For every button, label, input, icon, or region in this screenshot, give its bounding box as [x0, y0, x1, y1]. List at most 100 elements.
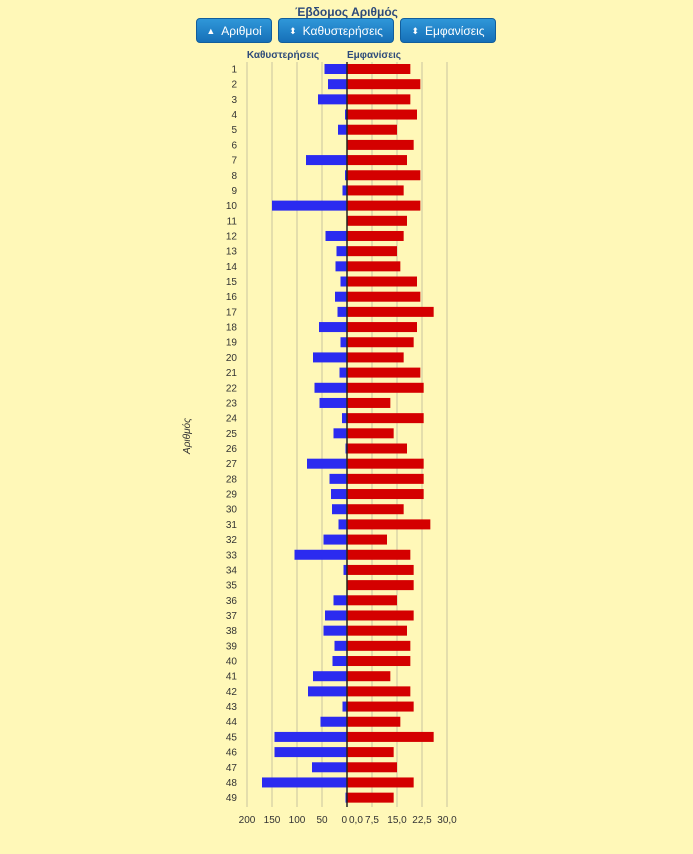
appearance-bar	[347, 731, 434, 742]
appearance-bar	[347, 230, 404, 241]
category-labels: 1234567891011121314151617181920212223242…	[226, 65, 238, 805]
appearance-bar	[347, 549, 411, 560]
appearance-bar	[347, 792, 394, 803]
appearance-bar	[347, 200, 421, 211]
delay-bar	[307, 458, 347, 469]
category-label: 40	[226, 657, 238, 668]
appearance-bar	[347, 489, 424, 500]
category-label: 18	[226, 323, 238, 334]
delay-bar	[337, 306, 347, 317]
appearance-bar	[347, 519, 431, 530]
appearance-bar	[347, 747, 394, 758]
category-label: 19	[226, 338, 238, 349]
x-tick-label-delays: 150	[264, 815, 281, 826]
delay-bar	[308, 686, 347, 697]
delay-bar	[342, 185, 347, 196]
delay-bar	[332, 504, 347, 515]
category-label: 49	[226, 793, 238, 804]
category-label: 14	[226, 262, 238, 273]
appearance-bar	[347, 124, 397, 135]
category-label: 6	[231, 140, 237, 151]
category-label: 5	[231, 125, 237, 136]
appearance-bar	[347, 139, 414, 150]
sort-by-appearances-label: Εμφανίσεις	[425, 24, 485, 38]
category-label: 21	[226, 368, 238, 379]
appearance-bar	[347, 291, 421, 302]
delay-bar	[335, 291, 347, 302]
delay-bar	[331, 489, 347, 500]
delay-bar	[313, 352, 347, 363]
sort-by-delays-label: Καθυστερήσεις	[302, 24, 383, 38]
category-label: 33	[226, 550, 238, 561]
category-label: 23	[226, 398, 238, 409]
appearance-bar	[347, 610, 414, 621]
appearance-bar	[347, 686, 411, 697]
appearance-bar	[347, 595, 397, 606]
appearance-bar	[347, 94, 411, 105]
appearance-bar	[347, 261, 401, 272]
category-label: 22	[226, 383, 238, 394]
appearance-bar	[347, 777, 414, 788]
category-label: 32	[226, 535, 238, 546]
delay-bar	[338, 124, 347, 135]
delay-bar	[274, 731, 347, 742]
appearance-bar	[347, 716, 401, 727]
appearances-series-header: Εμφανίσεις	[347, 50, 401, 61]
sort-by-appearances-button[interactable]: ⬍ Εμφανίσεις	[400, 18, 496, 43]
category-label: 36	[226, 596, 238, 607]
category-label: 37	[226, 611, 238, 622]
appearance-bar	[347, 458, 424, 469]
category-label: 8	[231, 171, 237, 182]
sort-by-delays-button[interactable]: ⬍ Καθυστερήσεις	[278, 18, 394, 43]
category-label: 41	[226, 672, 238, 683]
x-tick-label-appearances: 30,0	[437, 815, 457, 826]
appearance-bar	[347, 443, 407, 454]
category-label: 45	[226, 732, 238, 743]
appearance-bar	[347, 428, 394, 439]
category-label: 13	[226, 247, 238, 258]
category-label: 20	[226, 353, 238, 364]
appearance-bar	[347, 625, 407, 636]
appearance-bar	[347, 701, 414, 712]
appearance-bar	[347, 352, 404, 363]
category-label: 34	[226, 565, 238, 576]
appearance-bar	[347, 580, 414, 591]
delays-series-header: Καθυστερήσεις	[247, 50, 319, 61]
x-tick-label-delays: 200	[239, 815, 256, 826]
sort-by-number-button[interactable]: ▲ Αριθμοί	[196, 18, 272, 43]
delay-bar	[340, 337, 347, 348]
appearance-bar	[347, 656, 411, 667]
category-label: 11	[227, 216, 238, 227]
sort-both-icon: ⬍	[411, 26, 420, 36]
category-label: 10	[226, 201, 238, 212]
appearance-bar	[347, 473, 424, 484]
delay-bar	[262, 777, 347, 788]
y-axis-title: Αριθμός	[181, 418, 193, 455]
x-tick-label-delays: 50	[316, 815, 328, 826]
category-label: 28	[226, 474, 238, 485]
delay-bar	[332, 656, 347, 667]
category-label: 1	[231, 65, 237, 76]
delay-bar	[342, 701, 347, 712]
category-label: 31	[226, 520, 238, 531]
appearance-bar	[347, 109, 417, 120]
delay-bar	[323, 625, 347, 636]
appearance-bar	[347, 170, 421, 181]
delay-bar	[313, 671, 347, 682]
category-label: 4	[231, 110, 237, 121]
delay-bar	[343, 564, 347, 575]
appearance-bar	[347, 155, 407, 166]
appearance-bar	[347, 504, 404, 515]
delay-bar	[306, 155, 347, 166]
category-label: 27	[226, 459, 238, 470]
category-label: 44	[226, 717, 238, 728]
x-tick-label-appearances: 15,0	[387, 815, 407, 826]
appearance-bar	[347, 276, 417, 287]
appearance-bar	[347, 640, 411, 651]
appearance-bar	[347, 322, 417, 333]
category-label: 46	[226, 748, 238, 759]
appearance-bar	[347, 246, 397, 257]
category-label: 30	[226, 505, 238, 516]
delay-bar	[340, 276, 347, 287]
